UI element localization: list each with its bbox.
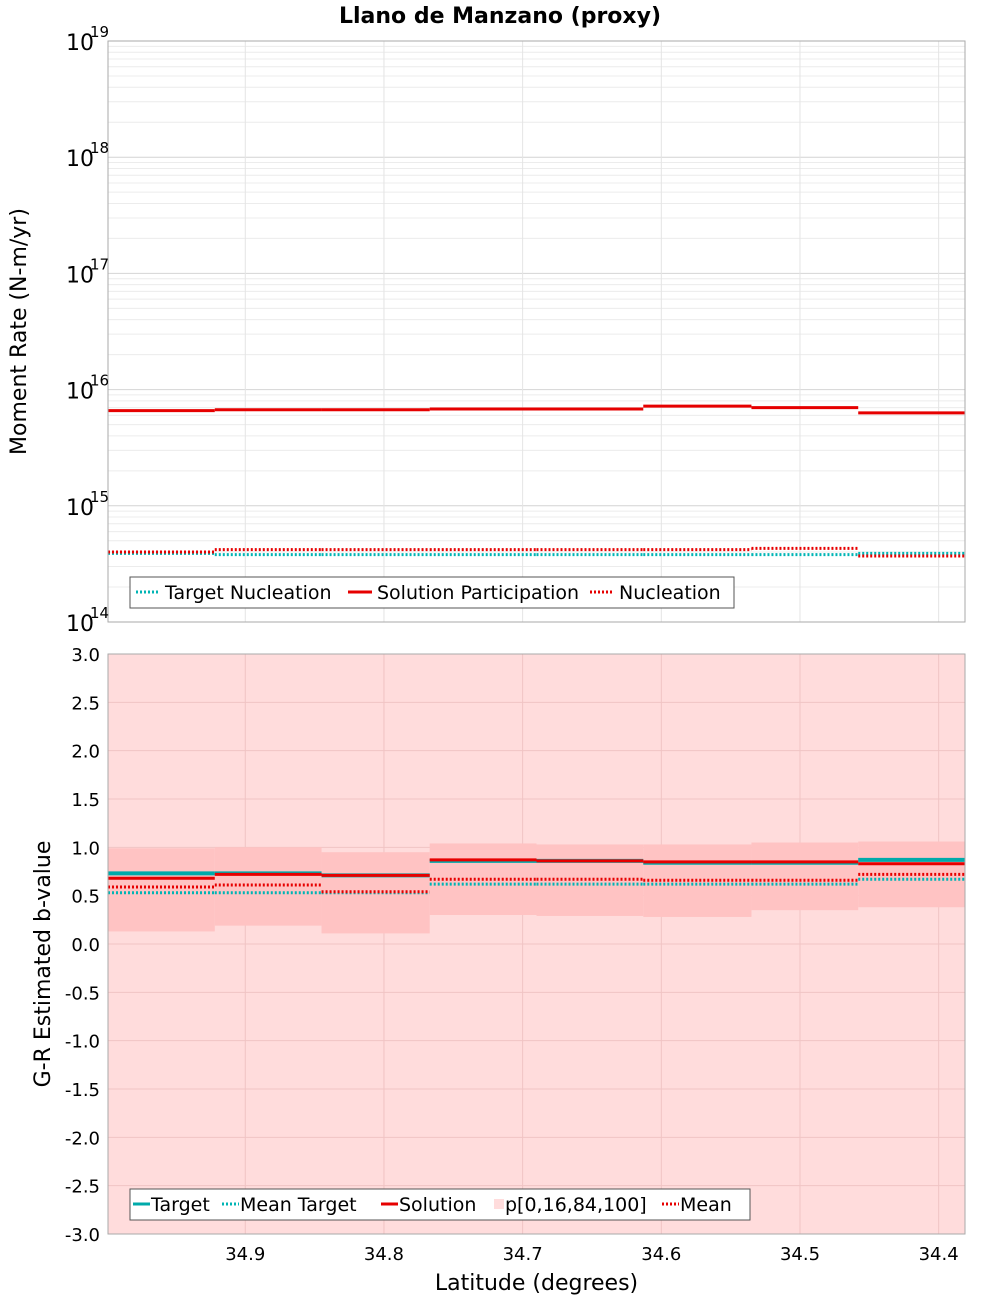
legend-entry: Solution xyxy=(399,1194,476,1216)
legend-entry: p[0,16,84,100] xyxy=(505,1194,647,1216)
band-segment xyxy=(643,844,752,917)
y-tick-label-exponent: 17 xyxy=(90,255,109,273)
legend-top: Target Nucleation Solution Participation N… xyxy=(129,576,735,609)
y-tick-label: 0.5 xyxy=(71,887,100,908)
y-tick-label: 3.0 xyxy=(71,645,100,666)
y-axis-label-top: Moment Rate (N-m/yr) xyxy=(7,208,32,455)
grid-bottom xyxy=(108,653,965,1235)
y-tick-label-base: 10 xyxy=(66,147,94,172)
band-segment xyxy=(321,852,430,934)
y-tick-label-exponent: 16 xyxy=(90,372,109,390)
x-tick-label: 34.8 xyxy=(364,1244,404,1265)
y-tick-label-base: 10 xyxy=(66,496,94,521)
chart-title: Llano de Manzano (proxy) xyxy=(339,4,661,29)
legend-box-bottom xyxy=(129,1188,751,1221)
series-bottom xyxy=(108,857,965,895)
x-tick-label: 34.9 xyxy=(225,1244,265,1265)
legend-entry: Mean Target xyxy=(240,1194,357,1216)
y-tick-label: -1.5 xyxy=(65,1080,100,1101)
y-tick-label: -2.5 xyxy=(65,1177,100,1198)
grid-top xyxy=(108,41,965,623)
x-tick-label: 34.5 xyxy=(780,1244,820,1265)
y-axis-label-bottom: G-R Estimated b-value xyxy=(31,841,56,1088)
y-tick-label-exponent: 14 xyxy=(90,604,109,622)
y-tick-label: 2.5 xyxy=(71,693,100,714)
plot-area-top xyxy=(108,41,965,622)
y-tick-label-exponent: 19 xyxy=(90,23,109,41)
y-tick-label: 1.0 xyxy=(71,838,100,859)
series-top xyxy=(108,404,965,558)
legend-entry: Mean xyxy=(680,1194,732,1216)
y-tick-label-exponent: 18 xyxy=(90,139,109,157)
x-tick-label: 34.7 xyxy=(503,1244,543,1265)
y-tick-label-base: 10 xyxy=(66,31,94,56)
x-tick-label: 34.6 xyxy=(641,1244,681,1265)
x-tick-label: 34.4 xyxy=(919,1244,959,1265)
legend-entry: Solution Participation xyxy=(377,582,579,604)
y-tick-label-base: 10 xyxy=(66,612,94,637)
plot-frame-bottom xyxy=(107,653,966,1235)
legend-swatch xyxy=(494,1199,504,1209)
y-tick-label-base: 10 xyxy=(66,263,94,288)
y-tick-label-exponent: 15 xyxy=(90,488,109,506)
band-segment xyxy=(108,848,215,932)
band-segment xyxy=(751,842,859,911)
legend-entry: Target Nucleation xyxy=(164,582,332,604)
y-tick-label: 0.0 xyxy=(71,935,100,956)
x-axis-label: Latitude (degrees) xyxy=(435,1271,638,1296)
y-tick-label: 1.5 xyxy=(71,790,100,811)
y-tick-label: 2.0 xyxy=(71,742,100,763)
y-tick-label: -2.0 xyxy=(65,1128,100,1149)
legend-entry: Nucleation xyxy=(619,582,721,604)
y-tick-label-base: 10 xyxy=(66,380,94,405)
y-tick-label: -3.0 xyxy=(65,1225,100,1246)
legend-entry: Target xyxy=(150,1194,210,1216)
legend-box-top xyxy=(129,576,735,609)
legend-bottom: Target Mean Target Solution p[0,16,84,100] M… xyxy=(129,1188,751,1221)
y-tick-label: -0.5 xyxy=(65,983,100,1004)
plot-frame-top xyxy=(107,40,966,623)
y-tick-label: -1.0 xyxy=(65,1032,100,1053)
